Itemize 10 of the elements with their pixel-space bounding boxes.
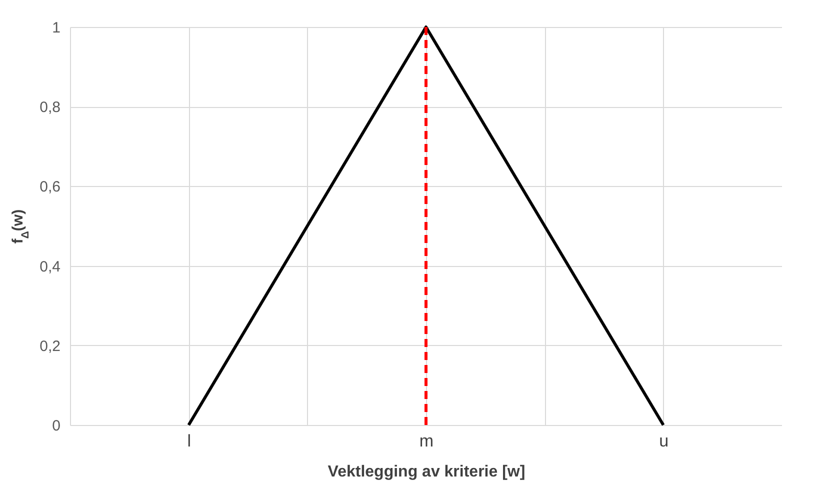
y-tick-label: 0,8 <box>40 99 60 116</box>
y-tick-label: 0,6 <box>40 178 60 196</box>
x-tick-label: m <box>419 432 434 450</box>
x-tick-label: u <box>659 432 669 450</box>
y-tick-label: 0,4 <box>40 258 60 276</box>
y-tick-label: 0,2 <box>40 338 60 355</box>
y-tick-label: 1 <box>52 20 60 36</box>
y-tick-label: 0 <box>52 418 60 434</box>
x-axis-title: Vektlegging av kriterie [w] <box>328 464 526 480</box>
x-tick-label: l <box>187 432 192 450</box>
